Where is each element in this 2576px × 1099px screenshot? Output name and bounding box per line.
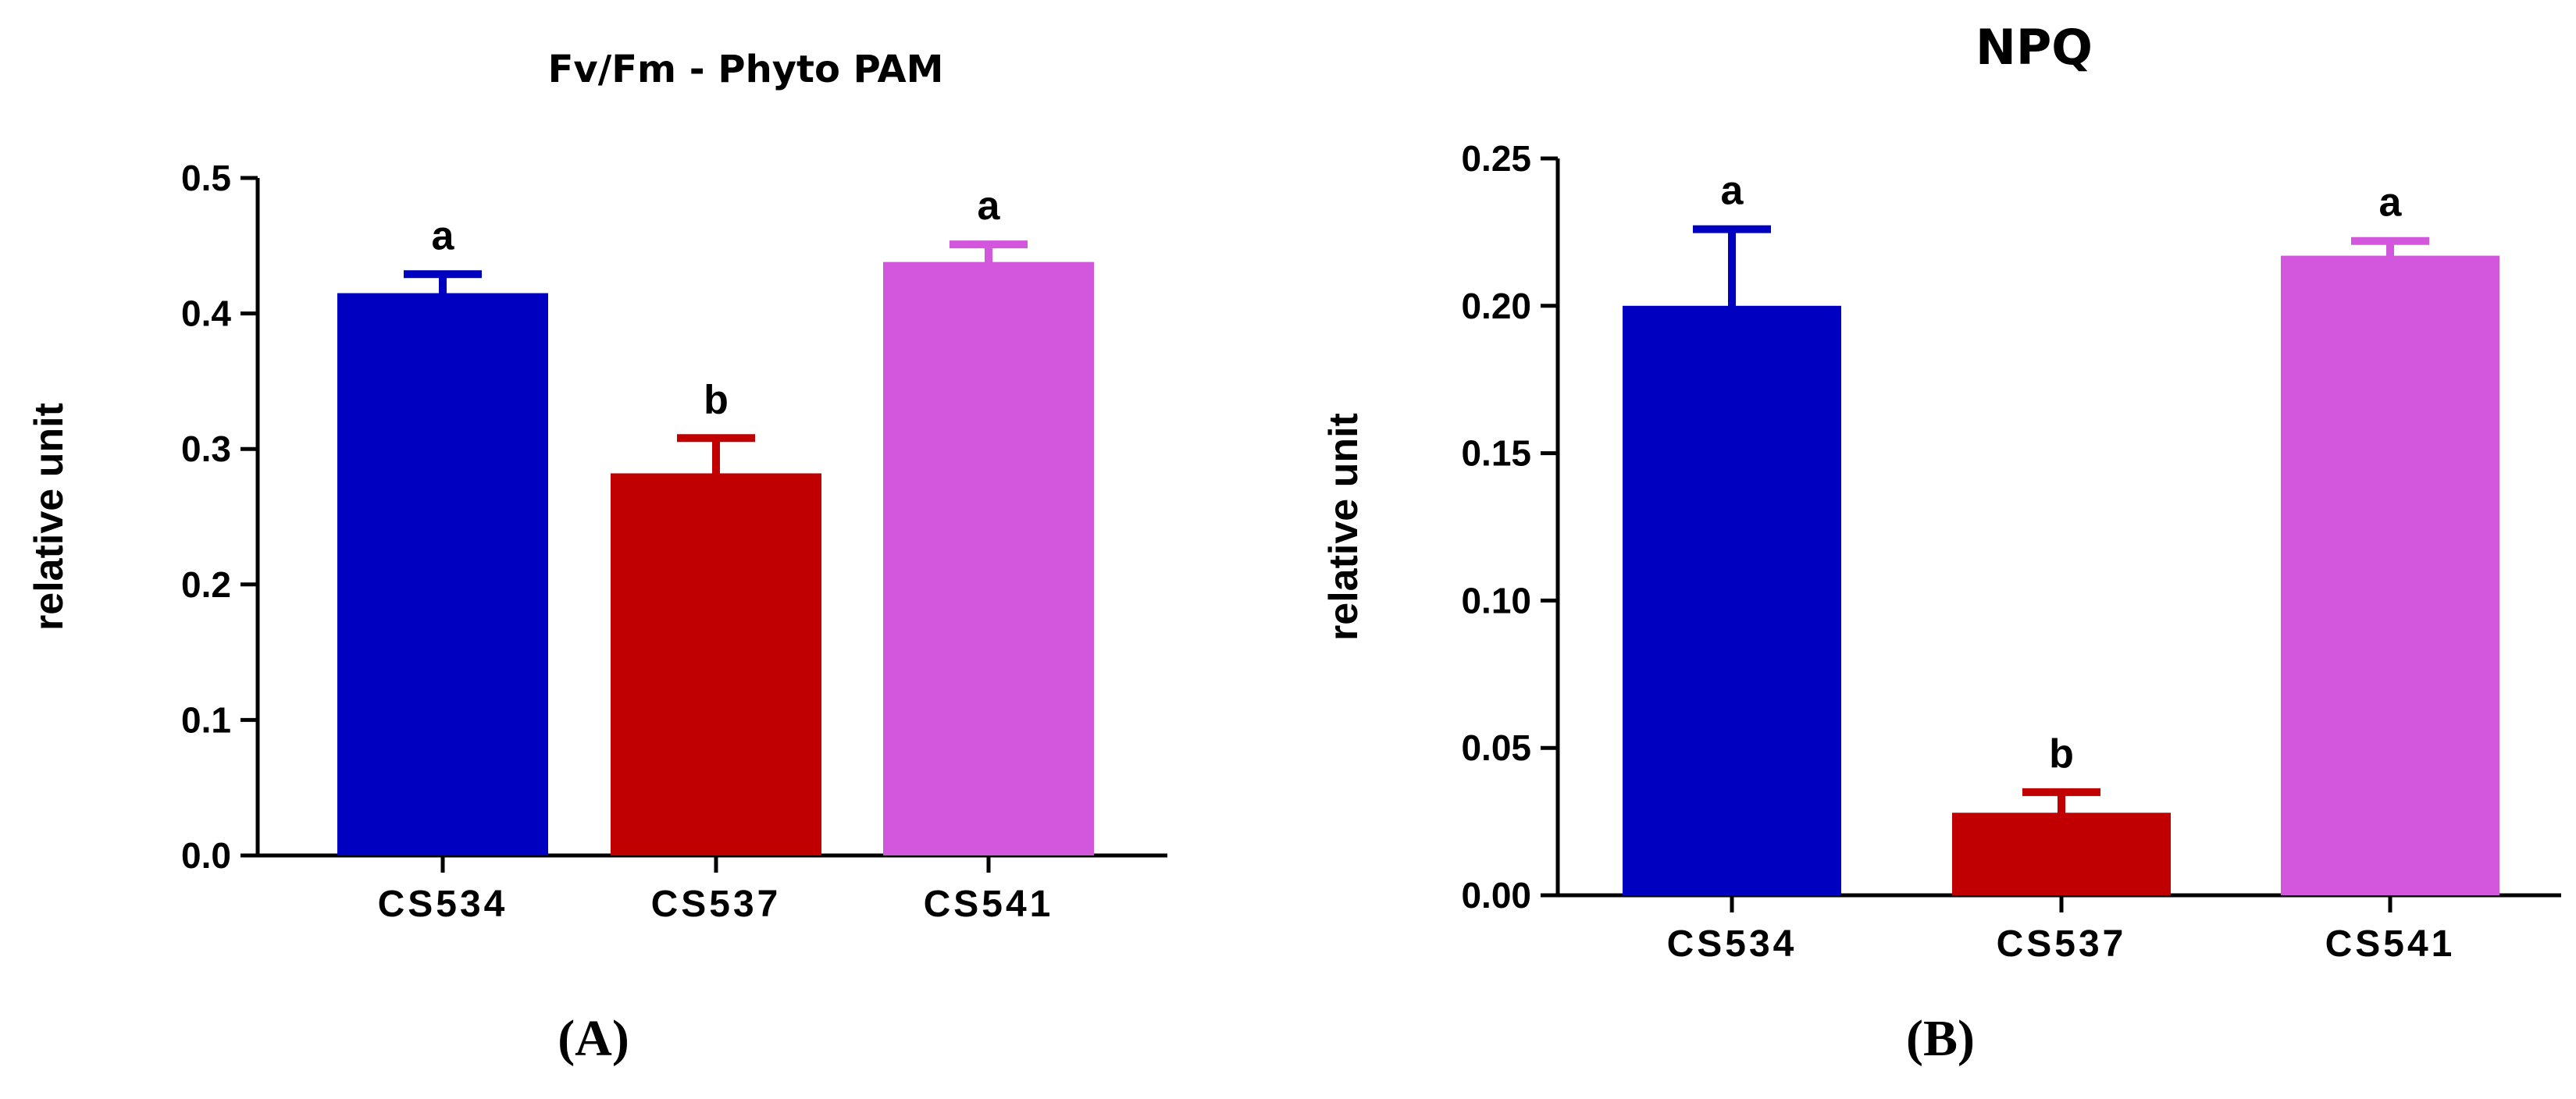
x-tick-label: CS537 — [1997, 923, 2127, 965]
x-tick-label: CS534 — [1667, 923, 1797, 965]
y-tick-label: 0.1 — [181, 699, 231, 740]
significance-label: a — [432, 213, 455, 258]
y-tick-label: 0.0 — [181, 835, 231, 876]
bar-cs541 — [883, 261, 1094, 856]
y-tick-label: 0.05 — [1461, 727, 1531, 768]
y-tick-label: 0.25 — [1461, 138, 1531, 179]
panel-b: NPQ 0.00 0.05 0.10 0.15 0.20 0.25 relative unit… — [1321, 19, 2561, 1067]
significance-label: a — [1721, 169, 1744, 214]
x-tick-label: CS534 — [378, 884, 508, 925]
y-tick-label: 0.15 — [1461, 433, 1531, 474]
significance-label: b — [704, 377, 729, 422]
y-tick-label: 0.20 — [1461, 286, 1531, 326]
significance-label: a — [978, 183, 1001, 229]
panel-label: (B) — [1906, 1010, 1975, 1067]
y-tick-label: 0.5 — [181, 158, 231, 198]
panel-label: (A) — [558, 1010, 629, 1067]
y-tick-label: 0.00 — [1461, 875, 1531, 916]
x-tick-label: CS537 — [651, 884, 782, 925]
bar-cs537 — [611, 473, 821, 855]
bar-cs541 — [2281, 255, 2499, 895]
y-tick-label: 0.10 — [1461, 580, 1531, 621]
chart-title: Fv/Fm - Phyto PAM — [548, 48, 944, 91]
y-tick-label: 0.4 — [181, 293, 231, 334]
bar-cs537 — [1952, 813, 2171, 895]
bar-cs534 — [337, 293, 548, 855]
bar-cs534 — [1623, 305, 1841, 895]
y-axis-title: relative unit — [1321, 413, 1366, 641]
y-tick-label: 0.3 — [181, 429, 231, 469]
significance-label: b — [2049, 731, 2074, 777]
y-tick-label: 0.2 — [181, 564, 231, 605]
significance-label: a — [2379, 180, 2403, 226]
x-tick-label: CS541 — [924, 884, 1054, 925]
chart-title: NPQ — [1976, 19, 2093, 76]
panel-a: Fv/Fm - Phyto PAM 0.0 0.1 0.2 0.3 0.4 0.5 relat… — [27, 48, 1167, 1067]
y-axis-title: relative unit — [27, 403, 72, 631]
x-tick-label: CS541 — [2325, 923, 2456, 965]
